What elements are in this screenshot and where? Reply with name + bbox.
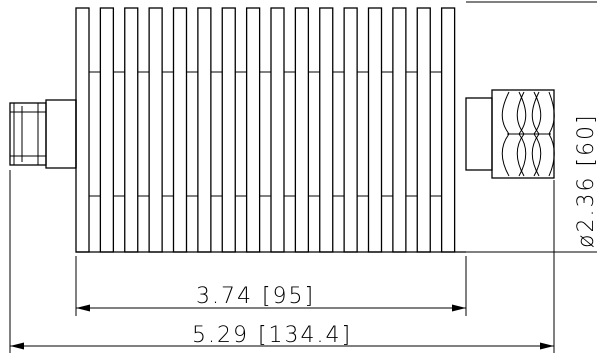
body-length-dimension: 3.74 [95] bbox=[75, 256, 467, 316]
heatsink-fin bbox=[367, 7, 383, 253]
heatsink-fin bbox=[197, 7, 212, 253]
heatsink-fin bbox=[99, 7, 115, 253]
heatsink-fin bbox=[270, 7, 285, 253]
heatsink-fin bbox=[392, 7, 407, 253]
heatsink-fin bbox=[343, 7, 358, 253]
heatsink-fin bbox=[319, 7, 334, 253]
heatsink-fin bbox=[124, 7, 139, 253]
diameter-dimension-label: ø2.36 [60] bbox=[574, 113, 597, 248]
heatsink-fin bbox=[148, 7, 163, 253]
body-length-label: 3.74 [95] bbox=[196, 284, 315, 309]
diameter-extension-lines bbox=[466, 1, 597, 253]
overall-length-label: 5.29 [134.4] bbox=[192, 323, 352, 348]
left-connector bbox=[9, 99, 77, 169]
heatsink-fin bbox=[221, 7, 236, 253]
heatsink-fin bbox=[416, 7, 431, 253]
heatsink-fin bbox=[172, 7, 188, 253]
overall-length-dimension: 5.29 [134.4] bbox=[9, 170, 555, 353]
coupling-nut-knurl bbox=[501, 91, 555, 177]
right-connector bbox=[465, 89, 555, 179]
heatsink-body bbox=[75, 7, 466, 253]
heatsink-fin bbox=[440, 7, 456, 253]
heatsink-fins bbox=[75, 7, 456, 253]
heatsink-fin bbox=[75, 7, 90, 253]
heatsink-fin bbox=[245, 7, 261, 253]
heatsink-fin bbox=[294, 7, 310, 253]
